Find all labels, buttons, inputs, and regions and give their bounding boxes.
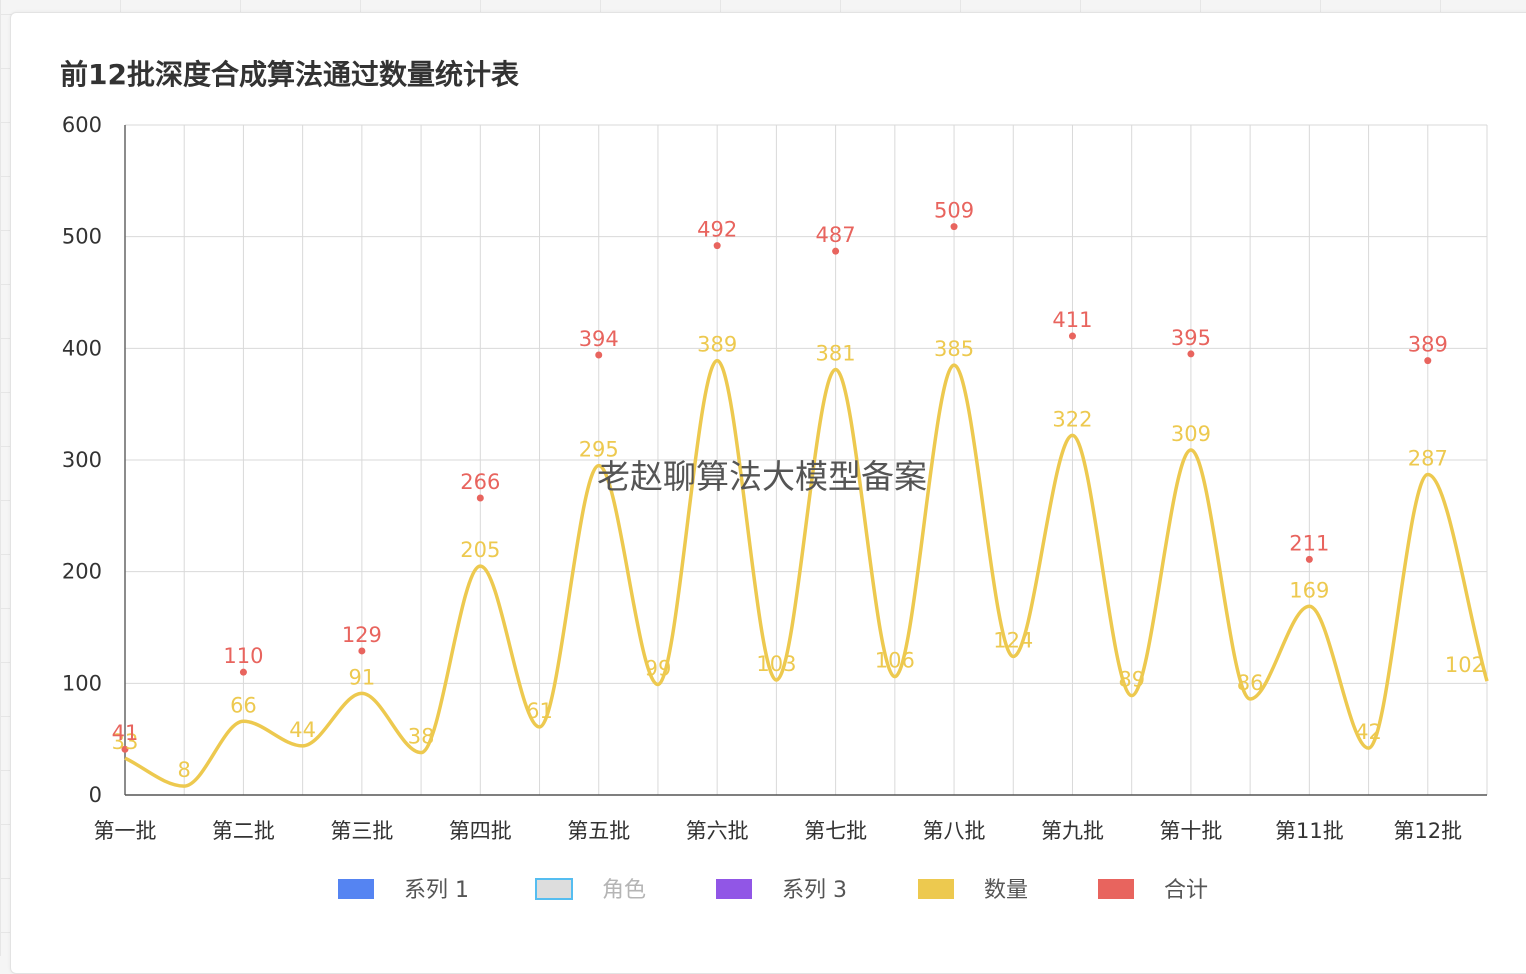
data-point	[358, 647, 366, 655]
x-tick-label: 第11批	[1275, 819, 1344, 843]
legend-swatch[interactable]	[338, 879, 374, 899]
x-tick-label: 第七批	[804, 819, 867, 843]
y-tick-label: 500	[62, 225, 102, 249]
data-labels: 33 8 66 44 91 38 205 61 295 99 389 103 381 106 385 124 3…	[112, 199, 1485, 782]
legend-label[interactable]: 数量	[984, 878, 1028, 903]
data-label: 169	[1289, 578, 1329, 602]
legend-label[interactable]: 系列 3	[782, 878, 847, 903]
data-label: 295	[579, 438, 619, 462]
data-label: 102	[1445, 653, 1485, 677]
data-point	[121, 745, 129, 753]
legend-item[interactable]: 角色	[535, 878, 646, 903]
x-tick-label: 第一批	[94, 819, 157, 843]
x-tick-label: 第五批	[567, 819, 630, 843]
legend-swatch[interactable]	[1098, 879, 1134, 899]
data-point	[950, 223, 958, 231]
legend-item[interactable]: 系列 1	[338, 878, 469, 903]
data-label: 287	[1408, 447, 1448, 471]
data-label: 66	[230, 693, 257, 717]
data-point	[476, 494, 484, 502]
data-label: 205	[460, 538, 500, 562]
data-point	[713, 242, 721, 250]
data-label: 411	[1052, 308, 1092, 332]
data-label: 41	[112, 721, 139, 745]
axes	[124, 125, 1487, 796]
data-label: 381	[816, 342, 856, 366]
data-point	[1424, 357, 1432, 365]
data-label: 492	[697, 218, 737, 242]
data-point	[239, 668, 247, 676]
data-label: 38	[408, 725, 435, 749]
data-label: 322	[1052, 407, 1092, 431]
legend-item[interactable]: 数量	[918, 878, 1028, 903]
data-label: 89	[1118, 668, 1145, 692]
x-tick-label: 第二批	[212, 819, 275, 843]
data-point	[595, 351, 603, 359]
y-tick-label: 400	[62, 336, 102, 360]
legend[interactable]: 系列 1 角色 系列 3 数量 合计	[338, 878, 1208, 903]
data-label: 266	[460, 470, 500, 494]
data-label: 99	[645, 656, 672, 680]
data-label: 385	[934, 337, 974, 361]
x-tick-label: 第九批	[1041, 819, 1104, 843]
data-label: 487	[816, 223, 856, 247]
y-tick-label: 300	[62, 448, 102, 472]
x-tick-label: 第三批	[330, 819, 393, 843]
data-label: 42	[1355, 720, 1382, 744]
data-label: 509	[934, 199, 974, 223]
watermark-text: 老赵聊算法大模型备案	[597, 457, 927, 496]
legend-label[interactable]: 系列 1	[404, 878, 469, 903]
series-line-数量	[124, 358, 1489, 788]
data-label: 389	[1408, 333, 1448, 357]
data-point	[1187, 350, 1195, 358]
y-tick-label: 600	[62, 113, 102, 137]
y-tick-label: 0	[89, 783, 102, 807]
data-label: 309	[1171, 422, 1211, 446]
grid-lines	[125, 124, 1488, 795]
legend-swatch[interactable]	[716, 879, 752, 899]
y-tick-label: 200	[62, 560, 102, 584]
data-label: 33	[112, 730, 139, 754]
legend-swatch[interactable]	[535, 878, 573, 900]
data-point	[832, 247, 840, 255]
data-point	[1305, 555, 1313, 563]
data-label: 91	[349, 665, 376, 689]
legend-label[interactable]: 角色	[602, 878, 646, 903]
x-axis-ticks: 第一批 第二批 第三批 第四批 第五批 第六批 第七批 第八批 第九批 第十批 第11批 第12批	[94, 819, 1463, 843]
data-label: 8	[178, 758, 191, 782]
data-label: 86	[1237, 671, 1264, 695]
legend-item[interactable]: 合计	[1098, 878, 1208, 903]
x-tick-label: 第六批	[686, 819, 749, 843]
x-tick-label: 第四批	[449, 819, 512, 843]
data-label: 389	[697, 333, 737, 357]
legend-label[interactable]: 合计	[1164, 878, 1208, 903]
data-label: 129	[342, 623, 382, 647]
data-label: 61	[526, 699, 553, 723]
data-label: 211	[1289, 531, 1329, 555]
chart-card	[10, 12, 1526, 974]
y-axis-ticks: 0 100 200 300 400 500 600	[62, 113, 102, 807]
data-label: 394	[579, 327, 619, 351]
data-label: 103	[756, 652, 796, 676]
data-point	[1068, 332, 1076, 340]
data-label: 106	[875, 649, 915, 673]
x-tick-label: 第十批	[1159, 819, 1222, 843]
legend-item[interactable]: 系列 3	[716, 878, 847, 903]
x-tick-label: 第八批	[923, 819, 986, 843]
series-layer	[121, 223, 1489, 788]
data-label: 44	[289, 718, 316, 742]
data-label: 395	[1171, 326, 1211, 350]
legend-swatch[interactable]	[918, 879, 954, 899]
x-tick-label: 第12批	[1393, 819, 1462, 843]
chart-title: 前12批深度合成算法通过数量统计表	[60, 58, 519, 91]
y-tick-label: 100	[62, 671, 102, 695]
data-label: 124	[993, 629, 1033, 653]
data-label: 110	[223, 644, 263, 668]
